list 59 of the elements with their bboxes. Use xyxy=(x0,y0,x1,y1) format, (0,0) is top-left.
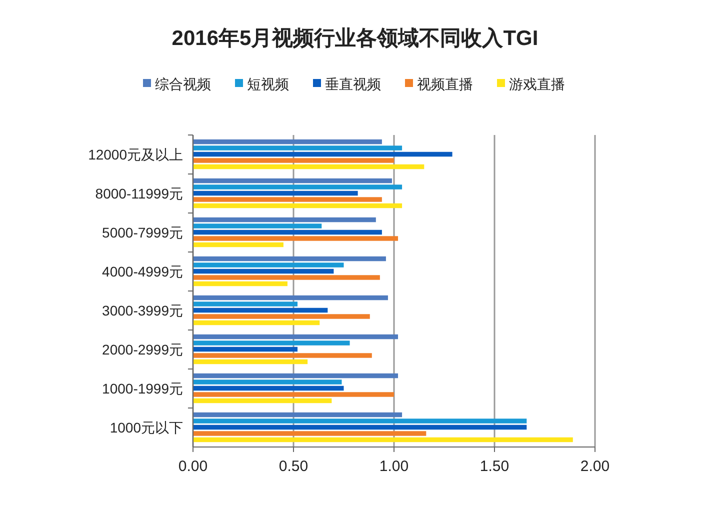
bar xyxy=(193,178,392,184)
bar xyxy=(193,353,372,358)
bar xyxy=(193,373,398,378)
bar xyxy=(193,242,284,248)
bar xyxy=(193,236,398,241)
bar xyxy=(193,152,452,157)
y-tick-label: 4000-4999元 xyxy=(102,264,183,280)
bar xyxy=(193,302,298,306)
bar xyxy=(193,203,402,208)
bar xyxy=(193,359,308,364)
bar xyxy=(193,190,358,196)
bar xyxy=(193,146,402,150)
bar xyxy=(193,262,344,268)
bar xyxy=(193,334,398,340)
bar xyxy=(193,281,288,286)
y-tick-label: 8000-11999元 xyxy=(95,186,183,202)
x-tick-label: 1.00 xyxy=(379,458,409,475)
y-tick-label: 3000-3999元 xyxy=(102,302,183,318)
bar xyxy=(193,418,527,424)
y-tick-label: 1000-1999元 xyxy=(102,380,183,396)
bar xyxy=(193,424,527,430)
bar xyxy=(193,346,298,352)
bar xyxy=(193,431,426,436)
bar xyxy=(193,314,370,319)
bar xyxy=(193,295,388,300)
bar xyxy=(193,308,328,313)
bar xyxy=(193,184,402,190)
legend-label: 短视频 xyxy=(247,76,289,92)
bar xyxy=(193,268,334,274)
y-tick-label: 5000-7999元 xyxy=(102,224,183,240)
bar xyxy=(193,158,394,163)
y-tick-label: 2000-2999元 xyxy=(102,342,183,358)
y-tick-label: 1000元以下 xyxy=(110,420,183,436)
legend-label: 游戏直播 xyxy=(509,76,565,92)
bar xyxy=(193,320,320,326)
legend-label: 视频直播 xyxy=(417,76,473,92)
bar xyxy=(193,437,573,442)
bar xyxy=(193,256,386,262)
bar xyxy=(193,392,394,397)
bar xyxy=(193,275,380,280)
bar xyxy=(193,412,402,418)
x-tick-label: 0.50 xyxy=(278,458,308,475)
y-tick-label: 12000元及以上 xyxy=(88,146,183,162)
bar xyxy=(193,224,322,228)
x-tick-label: 1.50 xyxy=(480,458,510,475)
bar xyxy=(193,217,376,222)
legend-label: 垂直视频 xyxy=(325,76,381,92)
x-tick-label: 2.00 xyxy=(580,458,610,475)
bar xyxy=(193,139,382,144)
bar xyxy=(193,380,342,384)
bar xyxy=(193,340,350,346)
bar xyxy=(193,197,382,202)
chart-title: 2016年5月视频行业各领域不同收入TGI xyxy=(172,26,538,50)
bar xyxy=(193,398,332,404)
legend-label: 综合视频 xyxy=(155,76,211,92)
x-tick-label: 0.00 xyxy=(178,458,208,475)
bar xyxy=(193,386,344,391)
bar xyxy=(193,164,424,170)
bar xyxy=(193,230,382,235)
